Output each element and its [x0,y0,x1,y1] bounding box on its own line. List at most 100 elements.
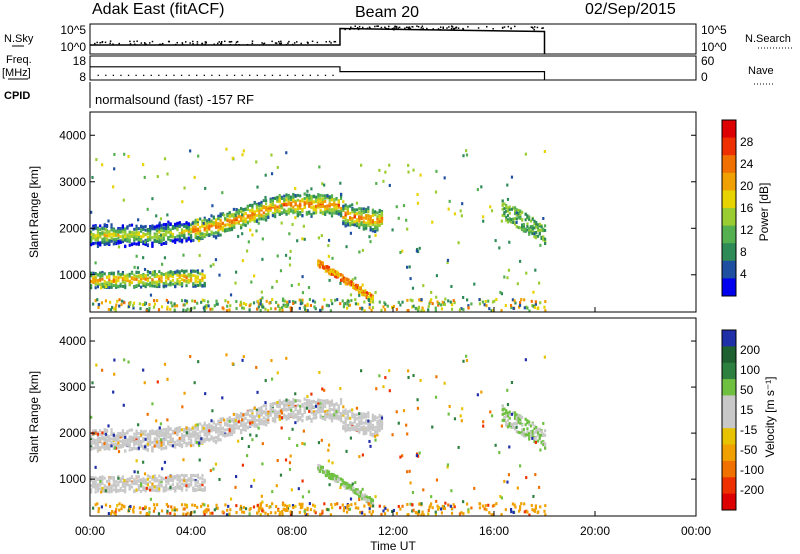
power-cell [369,300,372,304]
velocity-cell [151,402,154,406]
velocity-cell [233,430,236,434]
velocity-cell [155,419,158,423]
power-cell [114,285,118,289]
power-cell [378,300,381,304]
noise-tick-right-top: 10^5 [701,23,727,37]
power-cell [324,196,327,200]
velocity-cell [522,429,525,433]
power-cell [530,299,533,303]
velocity-cell [299,409,302,413]
velocity-cell [194,479,197,483]
noise-point [189,42,191,44]
power-cell [158,285,161,289]
power-cell [90,239,93,243]
power-cell [105,229,109,233]
power-cell [146,243,150,247]
velocity-cell [461,407,464,411]
power-cell [399,250,402,254]
power-cell [521,218,524,222]
power-cell [308,193,311,197]
velocity-cell [378,425,381,429]
velocity-cell [349,426,352,430]
power-cell [252,301,256,305]
velocity-cell [174,431,177,435]
velocity-cell [121,444,125,448]
power-cell [401,249,404,253]
power-cell [289,203,293,207]
power-cell [330,298,333,302]
power-cell [355,208,359,212]
power-cell [330,268,334,272]
power-cell [500,292,504,296]
power-cell [437,302,441,306]
power-cell [542,235,545,239]
power-cell [101,238,104,242]
power-cell [406,265,409,269]
power-cell [169,230,172,234]
noise-point [140,42,143,44]
power-cell [337,199,340,203]
velocity-cell [208,424,211,428]
power-cell [171,274,175,278]
power-cell [453,212,457,216]
power-cell [235,221,238,225]
velocity-cell [185,478,188,482]
velocity-cell [313,504,317,508]
velocity-cell [128,435,131,439]
power-cell [110,239,113,243]
velocity-cell [536,428,540,432]
power-cell [118,298,121,302]
velocity-cell [205,426,209,430]
power-cell [242,213,245,217]
noise-point [397,27,399,29]
nave-point [150,74,152,77]
power-cell [358,290,361,294]
velocity-cell [171,431,175,435]
power-cell [137,218,140,222]
power-cell [128,283,131,287]
power-cell [160,229,163,233]
power-cell [163,157,167,161]
velocity-cell [349,436,353,440]
velocity-cell [112,447,115,451]
power-cell [351,207,354,211]
power-cell [298,306,301,310]
power-cell [225,309,229,313]
velocity-cell [144,480,147,484]
power-cell [253,212,256,216]
power-cell [453,301,456,305]
power-cell [99,242,102,246]
noise-point [218,41,220,43]
power-cell [330,194,334,198]
power-cell [194,284,197,288]
power-cell [138,302,141,306]
noise-point [274,42,277,44]
power-cell [251,233,254,237]
power-cell [368,302,371,306]
noise-point [230,40,233,43]
velocity-cell [294,406,297,410]
power-cell [158,235,161,239]
power-cell [270,172,274,176]
noise-point [353,28,356,30]
velocity-cell [101,436,104,440]
power-cell [165,298,168,302]
power-cell [160,242,163,246]
velocity-cell [327,472,331,476]
power-cell [108,272,111,276]
velocity-cell [360,427,363,431]
power-cell [117,284,120,288]
power-cell [526,222,529,226]
velocity-cell [352,490,355,494]
velocity-cell [538,485,541,489]
velocity-cell [239,420,243,424]
power-cell [164,279,168,283]
velocity-cell [196,427,200,431]
power-cell [335,275,338,279]
power-cell [204,186,207,190]
power-cell [268,301,271,305]
power-cell [407,163,410,167]
power-cell [265,299,268,303]
velocity-cell [271,419,274,423]
velocity-cell [431,425,434,429]
